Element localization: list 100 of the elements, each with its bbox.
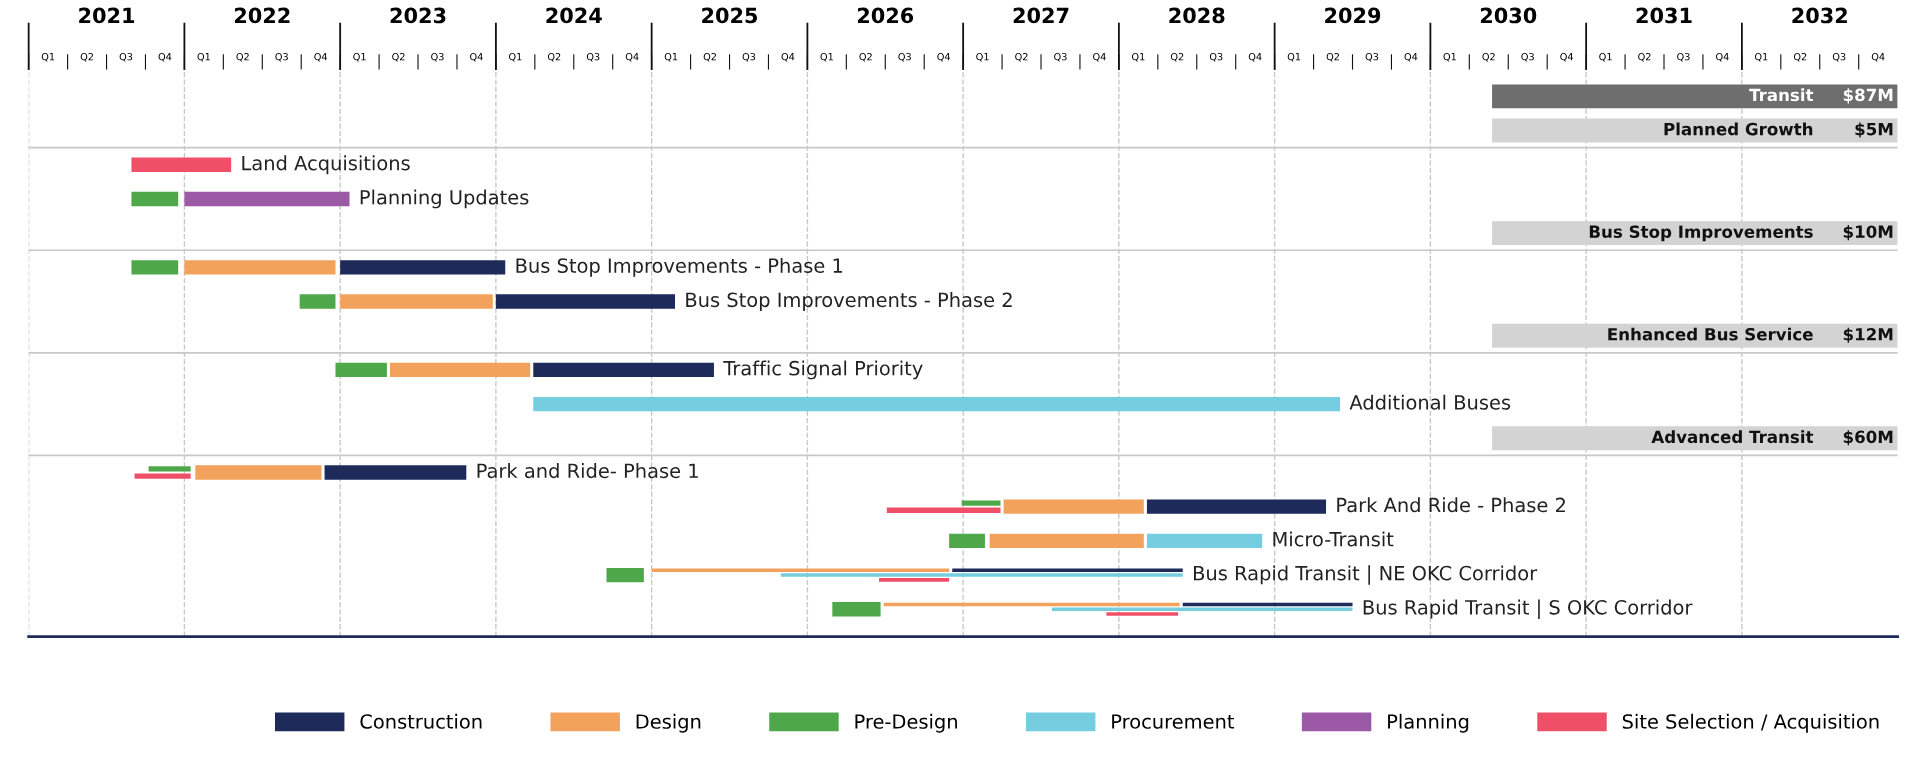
y-tick-label: Park And Ride - Phase 2 xyxy=(1337,497,1565,513)
text: Q4 xyxy=(1716,52,1729,62)
bar xyxy=(195,465,322,480)
text: Q4 xyxy=(1404,52,1418,62)
y-tick-label: Land Acquisitions xyxy=(242,155,410,175)
text: Q3 xyxy=(1365,52,1379,62)
x-tick-label: 2025 xyxy=(702,7,758,24)
x-tick-label: 2031 xyxy=(1636,7,1692,24)
text: Q3 xyxy=(742,52,756,62)
text: Q2 xyxy=(1793,52,1807,62)
bar xyxy=(606,567,644,583)
text: Q4 xyxy=(781,52,795,62)
annotation: $87M xyxy=(1843,88,1893,104)
y-tick-label: Bus Stop Improvements - Phase 2 xyxy=(686,292,1012,311)
text: Q2 xyxy=(1482,52,1495,62)
legend-label: Procurement xyxy=(1112,714,1235,729)
bar xyxy=(131,260,179,275)
bar xyxy=(886,507,1001,513)
bar xyxy=(879,578,950,582)
bar xyxy=(1003,499,1144,514)
text: Q1 xyxy=(1599,52,1612,62)
y-tick-label: Advanced Transit xyxy=(1651,430,1814,444)
bar xyxy=(1146,499,1327,514)
text: Q3 xyxy=(431,52,444,62)
legend-label: Construction xyxy=(360,713,482,729)
text: Q4 xyxy=(158,52,172,62)
bar xyxy=(299,294,336,309)
text: Q2 xyxy=(1015,52,1028,62)
legend-label: Planning xyxy=(1388,713,1469,733)
x-tick-label: 2023 xyxy=(390,7,446,24)
y-tick-label: Planning Updates xyxy=(360,189,529,209)
text: Q4 xyxy=(937,52,951,62)
text: Q1 xyxy=(353,52,366,62)
bar xyxy=(184,191,350,207)
y-tick-label: Micro-Transit xyxy=(1273,531,1394,547)
legend-label: Pre-Design xyxy=(855,713,957,733)
bar xyxy=(832,602,881,617)
text: Q1 xyxy=(664,52,678,62)
x-tick-label: 2032 xyxy=(1792,7,1847,24)
bar xyxy=(989,533,1144,549)
text: Q3 xyxy=(275,52,288,62)
text: Q3 xyxy=(898,52,911,62)
text: Q1 xyxy=(1754,52,1768,62)
text: Q1 xyxy=(1287,52,1301,62)
text: Q3 xyxy=(1832,52,1846,62)
y-tick-label: Bus Rapid Transit | S OKC Corridor xyxy=(1363,599,1693,619)
text: Q4 xyxy=(625,52,639,62)
x-tick-label: 2027 xyxy=(1013,7,1069,24)
annotation: $5M xyxy=(1855,122,1893,138)
text: Q2 xyxy=(80,52,94,62)
y-tick-label: Traffic Signal Priority xyxy=(723,360,923,380)
bar xyxy=(340,294,493,309)
text: Q4 xyxy=(470,52,483,62)
bar xyxy=(324,465,467,480)
x-tick-label: 2024 xyxy=(546,7,602,24)
text: Q3 xyxy=(1209,52,1223,62)
text: Q2 xyxy=(1170,52,1184,62)
bar xyxy=(1106,612,1179,616)
legend-label: Design xyxy=(636,713,701,733)
bar xyxy=(340,260,506,275)
y-tick-label: Additional Buses xyxy=(1349,394,1511,410)
annotation: $60M xyxy=(1843,430,1893,446)
y-tick-label: Park and Ride- Phase 1 xyxy=(477,463,698,479)
x-tick-label: 2028 xyxy=(1169,7,1225,24)
x-tick-label: 2021 xyxy=(79,7,135,24)
text: Q3 xyxy=(586,52,600,62)
bar xyxy=(949,533,985,549)
text: Q3 xyxy=(1677,52,1690,62)
text: Q1 xyxy=(1443,52,1456,62)
y-tick-label: Bus Rapid Transit | NE OKC Corridor xyxy=(1194,565,1538,585)
x-tick-label: 2026 xyxy=(857,7,914,24)
text: Q4 xyxy=(1560,52,1574,62)
text: Q4 xyxy=(314,52,328,62)
bar xyxy=(134,473,191,479)
legend-label: Site Selection / Acquisition xyxy=(1622,713,1879,733)
bar xyxy=(335,362,387,378)
y-tick-label: Transit xyxy=(1749,88,1814,102)
text: Q1 xyxy=(41,52,55,62)
bar xyxy=(131,191,179,207)
y-tick-label: Bus Stop Improvements xyxy=(1589,225,1813,242)
y-tick-label: Enhanced Bus Service xyxy=(1608,327,1813,341)
text: Q1 xyxy=(976,52,989,62)
text: Q3 xyxy=(1054,52,1067,62)
text: Q3 xyxy=(119,52,133,62)
text: Q2 xyxy=(1638,52,1651,62)
bar xyxy=(533,362,714,378)
text: Q2 xyxy=(859,52,872,62)
y-tick-label: Bus Stop Improvements - Phase 1 xyxy=(516,257,843,277)
bar xyxy=(495,294,676,309)
text: Q2 xyxy=(1326,52,1339,62)
y-tick-label: Planned Growth xyxy=(1664,122,1813,136)
annotation: $10M xyxy=(1843,225,1893,241)
x-tick-label: 2029 xyxy=(1325,7,1381,24)
x-tick-label: 2030 xyxy=(1480,7,1537,24)
annotation: $12M xyxy=(1843,327,1893,343)
bar xyxy=(390,362,531,378)
text: Q2 xyxy=(392,52,405,62)
text: Q1 xyxy=(197,52,210,62)
text: Q1 xyxy=(509,52,522,62)
text: Q4 xyxy=(1871,52,1885,62)
